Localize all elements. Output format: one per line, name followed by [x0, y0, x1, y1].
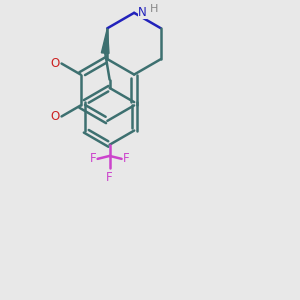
Text: F: F — [89, 152, 96, 165]
Text: N: N — [138, 6, 147, 19]
Text: O: O — [51, 110, 60, 123]
Text: H: H — [149, 4, 158, 14]
Text: F: F — [123, 152, 130, 165]
Polygon shape — [101, 28, 109, 53]
Text: F: F — [106, 171, 113, 184]
Text: O: O — [51, 57, 60, 70]
